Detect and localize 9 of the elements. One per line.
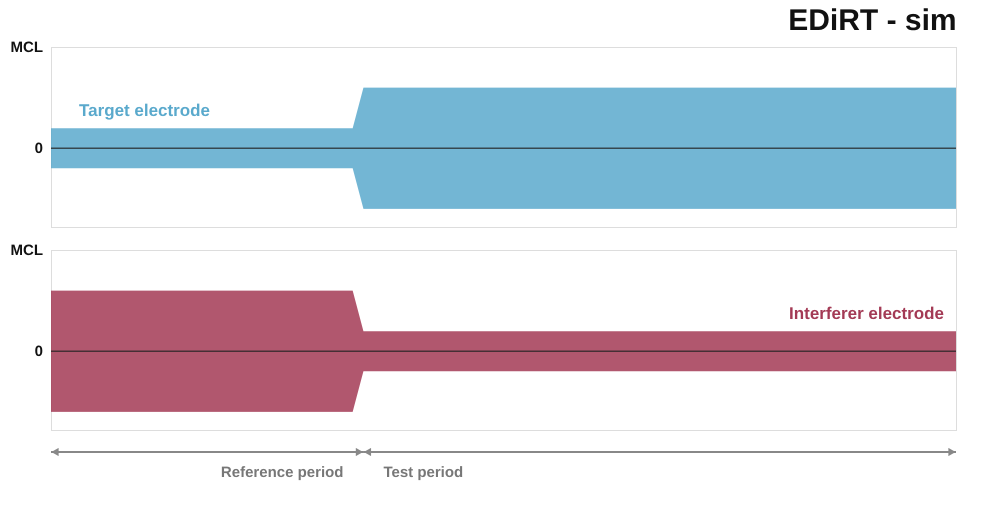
series-label: Target electrode [79,101,210,120]
text: MCL [10,39,43,56]
text: Reference period [220,464,344,481]
chart-title: EDiRT - sim [788,4,957,37]
series-label: Interferer electrode [789,304,944,324]
text: MCL [10,242,43,259]
text: Test period [383,464,464,481]
ref-line-label: 0 [34,140,43,158]
ref-line-label: 0 [34,343,43,360]
